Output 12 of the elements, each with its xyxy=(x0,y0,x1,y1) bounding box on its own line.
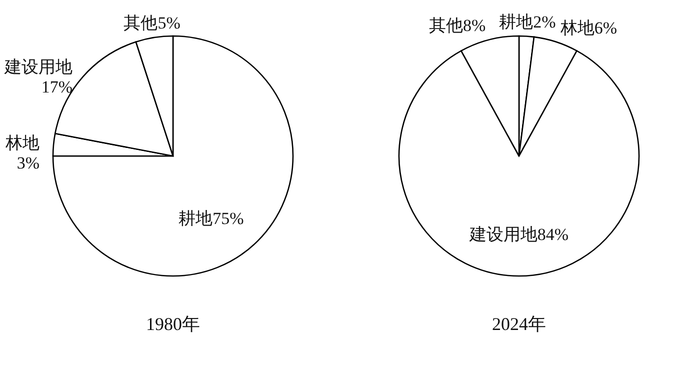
data-label: 3% xyxy=(16,153,40,172)
slice-label: 林地6% xyxy=(559,18,618,38)
text: 1980年 xyxy=(146,314,200,334)
slice-label: 耕地2% xyxy=(499,12,556,32)
slice-label: 林地 xyxy=(4,133,40,152)
slice-label: 建设用地84% xyxy=(468,225,569,244)
slice-label: 其他5% xyxy=(124,14,180,33)
data-label: 17% xyxy=(41,77,72,96)
slice-label: 建设用地 xyxy=(3,57,72,76)
slice-label: 耕地75% xyxy=(178,209,244,228)
text: 2024年 xyxy=(492,314,546,334)
slice-label: 其他8% xyxy=(429,16,486,36)
